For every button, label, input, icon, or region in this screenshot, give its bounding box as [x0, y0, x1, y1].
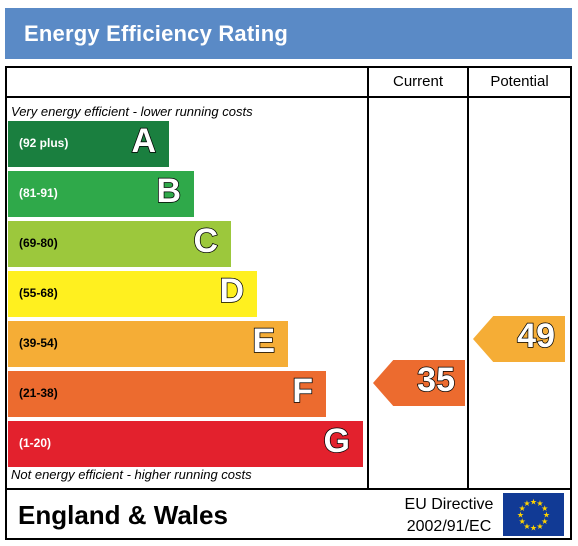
band-letter: F [291, 371, 313, 411]
band-letter: G [323, 421, 351, 461]
star-icon: ★ [523, 499, 530, 508]
top-caption: Very energy efficient - lower running co… [11, 104, 253, 119]
band-c: (69-80) C [8, 221, 231, 267]
band-d: (55-68) D [8, 271, 257, 317]
footer-rule [5, 488, 572, 490]
star-icon: ★ [536, 499, 543, 508]
band-letter: E [252, 321, 276, 361]
potential-rating-arrow: 49 [473, 316, 565, 362]
band-range-label: (39-54) [19, 336, 58, 350]
band-a: (92 plus) A [8, 121, 169, 167]
band-g: (1-20) G [8, 421, 363, 467]
chart-title: Energy Efficiency Rating [24, 21, 288, 46]
bottom-caption: Not energy efficient - higher running co… [11, 467, 252, 482]
directive-line-1: EU Directive [404, 496, 494, 513]
band-letter: D [219, 271, 245, 311]
band-range-label: (81-91) [19, 186, 58, 200]
star-icon: ★ [519, 517, 526, 526]
column-header-current: Current [392, 73, 444, 90]
band-range-label: (69-80) [19, 236, 58, 250]
chart-frame [5, 66, 572, 540]
band-range-label: (1-20) [19, 436, 52, 450]
band-range-label: (21-38) [19, 386, 58, 400]
eu-directive: EU Directive 2002/91/EC [398, 494, 500, 538]
star-icon: ★ [523, 522, 530, 531]
star-icon: ★ [541, 517, 548, 526]
band-range-label: (92 plus) [19, 136, 69, 150]
band-b: (81-91) B [8, 171, 194, 217]
star-icon: ★ [530, 524, 537, 533]
star-icon: ★ [517, 511, 524, 520]
current-rating-arrow: 35 [373, 360, 465, 406]
band-letter: C [193, 221, 219, 261]
footer-region: England & Wales [18, 500, 228, 530]
potential-column-left-rule [467, 66, 469, 490]
eu-flag-icon: ★ ★ ★ ★ ★ ★ ★ ★ ★ ★ ★ ★ [503, 493, 564, 536]
directive-line-2: 2002/91/EC [406, 518, 492, 535]
title-bar: Energy Efficiency Rating [5, 8, 572, 59]
star-icon: ★ [541, 504, 548, 513]
column-header-potential: Potential [490, 73, 549, 90]
potential-rating-value: 49 [516, 316, 555, 356]
band-f: (21-38) F [8, 371, 326, 417]
current-rating-value: 35 [416, 360, 455, 400]
band-letter: A [131, 121, 157, 161]
header-rule [5, 96, 572, 98]
star-icon: ★ [530, 498, 537, 507]
star-icon: ★ [543, 511, 550, 520]
star-icon: ★ [519, 504, 526, 513]
band-range-label: (55-68) [19, 286, 58, 300]
band-e: (39-54) E [8, 321, 288, 367]
band-letter: B [156, 171, 182, 211]
star-icon: ★ [536, 522, 543, 531]
current-column-left-rule [367, 66, 369, 490]
